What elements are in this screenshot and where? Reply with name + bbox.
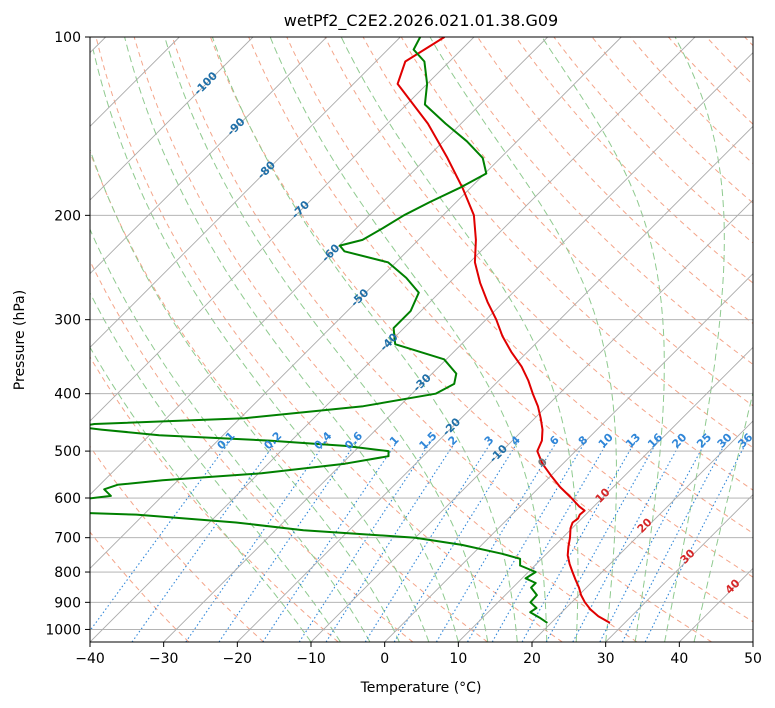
mixing-ratio-line [325,440,457,642]
moist-adiabat [90,228,371,642]
x-tick-label: −10 [296,651,326,667]
x-tick-label: 40 [670,651,688,667]
dry-adiabat [438,37,753,366]
x-axis-label: Temperature (°C) [360,680,482,696]
moist-adiabat [211,37,518,642]
isotherm [605,494,753,642]
moist-adiabat [429,37,617,642]
chart-title: wetPf2_C2E2.2026.021.01.38.G09 [284,11,558,31]
x-tick-label: 0 [380,651,389,667]
moist-adiabat [693,390,753,642]
dry-adiabat [90,531,190,642]
isotherm [90,37,622,569]
y-tick-label: 400 [54,387,81,403]
y-tick-label: 200 [54,208,81,224]
moist-adiabat [90,292,341,642]
moist-adiabat [92,49,430,642]
temperature-profile [396,37,611,624]
isotherm [384,273,753,642]
y-axis-ticks: 100 200 300 400 500 600 700 800 900 1000 [45,30,90,638]
isotherm [90,37,696,642]
dry-adiabat [133,37,638,642]
dry-adiabat [90,150,488,642]
mixing-ratio-line [262,440,399,642]
grid-lines [90,37,753,642]
mixing-ratio-line [185,440,328,642]
x-tick-label: 50 [744,651,762,667]
moist-adiabat [124,37,459,642]
mixing-ratio-line [572,440,683,642]
mixing-ratio-line [90,440,231,632]
dry-adiabat [90,356,339,642]
sounding-profiles [90,37,611,624]
moist-adiabat [164,37,489,642]
moist-adiabat [541,37,665,642]
dry-adiabat [171,37,712,642]
x-tick-label: 30 [597,651,615,667]
x-axis-ticks: −40 −30 −20 −10 0 10 20 30 40 50 [75,642,762,667]
x-tick-label: 20 [523,651,541,667]
y-tick-label: 300 [54,313,81,329]
moist-adiabat [340,37,579,642]
y-tick-label: 100 [54,30,81,46]
x-tick-label: −30 [149,651,179,667]
isotherm [458,346,753,642]
dry-adiabat [400,37,753,407]
mixing-ratio-line [644,440,748,642]
dry-adiabat [90,445,264,642]
isotherm [531,420,753,642]
mixing-ratio-line [364,440,493,642]
mixing-ratio-line [545,440,659,642]
y-tick-label: 800 [54,565,81,581]
isotherm [90,37,475,422]
isotherm [163,52,753,642]
mixing-ratio-line [491,440,609,642]
mixing-ratio-line [521,440,637,642]
moist-adiabat [90,148,400,642]
dry-adiabat [248,37,753,578]
y-tick-label: 500 [54,444,81,460]
dewpoint-profile [90,37,548,624]
isotherm [90,37,327,275]
dry-adiabat [95,37,563,642]
mixing-ratio-lines [90,440,748,642]
isotherm [90,37,254,201]
isotherm [90,37,401,348]
isotherm [237,125,753,642]
mixing-ratio-line [435,440,558,642]
x-tick-label: 10 [449,651,467,667]
isotherm [310,199,753,642]
y-tick-label: 900 [54,595,81,611]
mixing-ratio-line [467,440,587,642]
y-tick-label: 1000 [45,622,81,638]
y-axis-label: Pressure (hPa) [12,290,28,390]
isotherm [90,37,548,496]
x-tick-label: −40 [75,651,105,667]
y-tick-label: 700 [54,531,81,547]
mixing-ratio-line [298,440,432,642]
y-tick-label: 600 [54,491,81,507]
plot-frame [89,36,754,643]
moist-adiabat [664,37,725,642]
mixing-ratio-line [131,440,278,642]
x-tick-label: −20 [223,651,253,667]
dry-adiabat [515,37,753,284]
